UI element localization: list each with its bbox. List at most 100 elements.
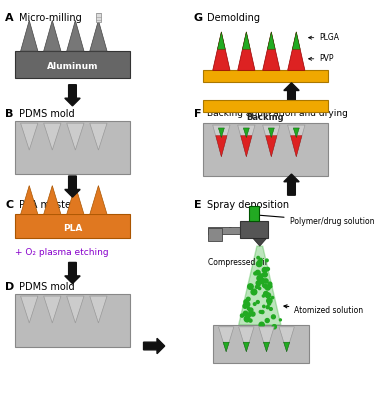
- Circle shape: [265, 259, 268, 262]
- Text: Backing application and drying: Backing application and drying: [207, 109, 348, 118]
- Circle shape: [247, 297, 250, 301]
- Circle shape: [270, 308, 272, 310]
- Polygon shape: [65, 262, 80, 284]
- Text: Backing: Backing: [247, 113, 284, 122]
- Circle shape: [262, 284, 265, 286]
- Polygon shape: [268, 128, 274, 138]
- Polygon shape: [243, 128, 249, 138]
- Polygon shape: [241, 136, 252, 157]
- Polygon shape: [21, 186, 38, 214]
- Circle shape: [248, 284, 253, 289]
- Polygon shape: [239, 246, 281, 325]
- Polygon shape: [223, 342, 229, 352]
- Circle shape: [260, 277, 263, 280]
- Text: PLA master: PLA master: [19, 200, 75, 210]
- Circle shape: [255, 286, 258, 288]
- Circle shape: [259, 278, 265, 284]
- Circle shape: [265, 285, 270, 290]
- Circle shape: [251, 289, 257, 295]
- Text: B: B: [5, 109, 14, 119]
- Polygon shape: [216, 136, 227, 157]
- Circle shape: [248, 313, 251, 316]
- Circle shape: [243, 311, 248, 316]
- Circle shape: [247, 308, 250, 310]
- Text: D: D: [5, 282, 15, 292]
- Polygon shape: [21, 20, 38, 51]
- Polygon shape: [266, 136, 277, 157]
- Circle shape: [267, 298, 272, 304]
- Polygon shape: [267, 32, 275, 49]
- Text: PDMS mold: PDMS mold: [19, 282, 74, 292]
- Circle shape: [269, 285, 272, 288]
- Polygon shape: [253, 238, 267, 246]
- Polygon shape: [67, 123, 84, 150]
- Circle shape: [243, 304, 247, 308]
- Circle shape: [258, 261, 260, 264]
- Text: Micro-milling: Micro-milling: [19, 13, 82, 23]
- Polygon shape: [263, 342, 270, 352]
- Polygon shape: [238, 125, 255, 157]
- Polygon shape: [259, 327, 274, 352]
- Text: Spray deposition: Spray deposition: [207, 200, 289, 210]
- Polygon shape: [239, 327, 254, 352]
- Circle shape: [256, 270, 260, 275]
- Polygon shape: [65, 176, 80, 197]
- Polygon shape: [65, 85, 80, 106]
- Bar: [15, 51, 130, 78]
- Circle shape: [258, 260, 262, 264]
- Polygon shape: [263, 125, 280, 157]
- Polygon shape: [21, 123, 38, 150]
- Circle shape: [257, 276, 262, 281]
- Bar: [249, 206, 259, 221]
- Circle shape: [263, 305, 265, 308]
- Circle shape: [263, 272, 267, 277]
- Polygon shape: [238, 32, 255, 70]
- Polygon shape: [44, 123, 61, 150]
- Circle shape: [260, 274, 262, 276]
- Polygon shape: [293, 128, 299, 138]
- Text: Aluminum: Aluminum: [47, 62, 98, 71]
- Circle shape: [264, 292, 268, 296]
- Circle shape: [263, 284, 267, 288]
- Circle shape: [259, 322, 264, 328]
- Bar: [213, 325, 309, 363]
- Polygon shape: [288, 32, 305, 70]
- Circle shape: [262, 295, 265, 297]
- Circle shape: [244, 300, 248, 304]
- Circle shape: [259, 310, 262, 313]
- Circle shape: [266, 306, 269, 309]
- Polygon shape: [290, 136, 302, 157]
- Text: E: E: [194, 200, 201, 210]
- Circle shape: [266, 293, 270, 298]
- Circle shape: [268, 302, 270, 305]
- Polygon shape: [67, 20, 84, 51]
- Polygon shape: [21, 296, 38, 323]
- Circle shape: [259, 258, 262, 261]
- Circle shape: [265, 318, 269, 322]
- Circle shape: [257, 284, 260, 286]
- Circle shape: [256, 271, 259, 274]
- Bar: [15, 294, 130, 347]
- Text: + O₂ plasma etching: + O₂ plasma etching: [15, 248, 109, 257]
- Circle shape: [271, 296, 274, 299]
- Polygon shape: [44, 296, 61, 323]
- Polygon shape: [67, 296, 84, 323]
- Circle shape: [256, 281, 260, 285]
- Text: PDMS mold: PDMS mold: [19, 109, 74, 119]
- Bar: [208, 227, 240, 234]
- Circle shape: [244, 302, 250, 307]
- Polygon shape: [67, 186, 84, 214]
- Polygon shape: [242, 32, 250, 49]
- Polygon shape: [90, 123, 107, 150]
- Circle shape: [261, 310, 264, 314]
- Polygon shape: [90, 20, 107, 51]
- Circle shape: [244, 316, 250, 322]
- Text: Compressed air: Compressed air: [208, 258, 268, 267]
- Text: PLGA: PLGA: [309, 33, 339, 42]
- Text: PLA: PLA: [63, 224, 82, 233]
- Polygon shape: [243, 342, 249, 352]
- Polygon shape: [218, 128, 224, 138]
- Circle shape: [253, 303, 256, 305]
- Circle shape: [279, 319, 281, 321]
- Polygon shape: [213, 32, 230, 70]
